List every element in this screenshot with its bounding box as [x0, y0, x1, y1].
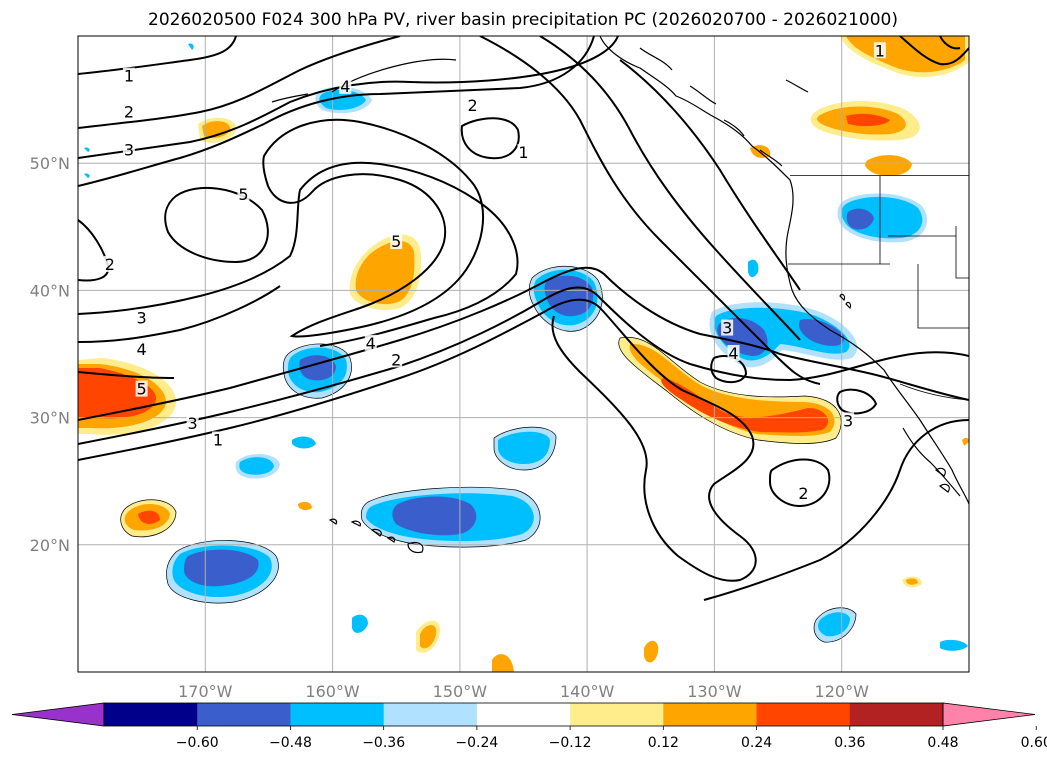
contour-label: 3: [137, 308, 147, 327]
lat-tick-label: 20°N: [30, 536, 70, 555]
contour-label: 2: [105, 255, 115, 274]
contour-label: 2: [391, 350, 401, 369]
contour-label: 1: [875, 41, 885, 60]
contour-label-background: [721, 319, 734, 336]
contour-label: 1: [124, 67, 134, 86]
lon-tick-label: 170°W: [178, 682, 233, 701]
colorbar-segment: [476, 703, 571, 726]
contour-label: 4: [340, 77, 350, 96]
colorbar-tick-label: 0.12: [648, 735, 679, 751]
contour-label: 2: [124, 102, 134, 121]
contour-label: 4: [137, 340, 147, 359]
contour-label-background: [873, 42, 886, 59]
anomaly-outlines: [120, 265, 857, 643]
contour-label-background: [122, 141, 135, 158]
contour-label: 3: [124, 140, 134, 159]
contour-label-background: [122, 67, 135, 84]
contour-label-background: [212, 431, 225, 448]
contour-label-background: [364, 334, 377, 351]
contour-label-background: [390, 233, 403, 250]
figure-title: 2026020500 F024 300 hPa PV, river basin …: [148, 10, 898, 30]
contour-label-background: [135, 309, 148, 326]
colorbar-tick-label: 0.48: [927, 735, 958, 751]
contour-label-background: [237, 186, 250, 202]
pv-contour-5-loop-west: [164, 186, 269, 264]
pv-contour-1-north: [78, 36, 237, 75]
pv-contour-4-west: [78, 285, 281, 343]
north-america-coast: [599, 36, 969, 505]
contour-label-background: [727, 345, 740, 361]
colorbar-frame: [103, 702, 944, 727]
colorbar-tick-label: 0.60: [1021, 735, 1047, 751]
contour-label: 1: [213, 430, 223, 449]
lon-tick-label: 120°W: [815, 682, 870, 701]
contour-label-background: [466, 96, 479, 113]
colorbar-segment: [104, 703, 198, 726]
colorbar-tick-label: −0.60: [176, 735, 219, 751]
contour-label: 3: [843, 411, 853, 430]
lat-tick-label: 30°N: [30, 409, 70, 428]
contour-label: 3: [722, 319, 732, 338]
pv-contour-2-jet: [78, 286, 969, 445]
pv-contour-3-west: [78, 161, 519, 347]
contour-label: 2: [798, 484, 808, 503]
colorbar-segment: [849, 703, 944, 726]
pv-contour-2-south: [768, 458, 831, 508]
contour-label-background: [390, 351, 403, 368]
colorbar-extend-high: [942, 702, 1036, 727]
contour-label-background: [517, 144, 530, 161]
pv-contour-1-jet: [78, 298, 757, 582]
contour-label: 5: [137, 380, 147, 399]
contour-label-background: [842, 412, 855, 429]
contour-label-background: [135, 341, 148, 358]
contour-label-background: [135, 380, 148, 397]
colorbar-segment: [756, 703, 851, 726]
lon-tick-label: 140°W: [560, 682, 615, 701]
colorbar-tick-label: −0.12: [549, 735, 592, 751]
lat-tick-label: 50°N: [30, 154, 70, 173]
latitude-tick-labels: 20°N 30°N 40°N 50°N: [30, 154, 70, 555]
colorbar-segment: [197, 703, 291, 726]
map-frame: [77, 35, 970, 673]
colorbar-segment: [663, 703, 758, 726]
colorbar-segment: [383, 703, 478, 726]
contour-label: 4: [728, 344, 738, 363]
contour-label: 4: [366, 334, 376, 353]
contour-label: 2: [467, 96, 477, 115]
pv-contour-3-jet: [78, 266, 969, 421]
colorbar: −0.60 −0.48 −0.36 −0.24 −0.12 0.12 0.24 0.36 0.4…: [11, 702, 1047, 751]
lon-tick-label: 160°W: [305, 682, 360, 701]
contour-label-background: [797, 484, 810, 501]
colorbar-tick-label: −0.36: [362, 735, 405, 751]
lon-tick-label: 150°W: [433, 682, 488, 701]
coastlines: [271, 36, 969, 554]
contour-label-background: [339, 77, 352, 94]
pv-contours: [78, 36, 969, 601]
contour-label: 3: [187, 414, 197, 433]
colorbar-tick-label: 0.24: [741, 735, 772, 751]
colorbar-extend-low: [11, 702, 105, 727]
contour-label: 5: [391, 232, 401, 251]
contour-label: 1: [518, 143, 528, 162]
hawaii-islands: [328, 518, 424, 554]
colorbar-tick-label: −0.48: [269, 735, 312, 751]
contour-label-background: [186, 414, 199, 431]
longitude-tick-labels: 170°W 160°W 150°W 140°W 130°W 120°W: [178, 682, 869, 701]
pv-contour-5-central: [262, 118, 485, 338]
colorbar-tick-label: 0.36: [834, 735, 865, 751]
lat-tick-label: 40°N: [30, 281, 70, 300]
pv-contour-1-closed: [460, 117, 520, 160]
colorbar-tick-label: −0.24: [455, 735, 498, 751]
contour-label-background: [122, 103, 135, 120]
contour-label-background: [103, 255, 116, 272]
lon-tick-label: 130°W: [687, 682, 742, 701]
colorbar-segment: [570, 703, 664, 726]
contour-label: 5: [238, 185, 248, 204]
colorbar-segment: [290, 703, 385, 726]
